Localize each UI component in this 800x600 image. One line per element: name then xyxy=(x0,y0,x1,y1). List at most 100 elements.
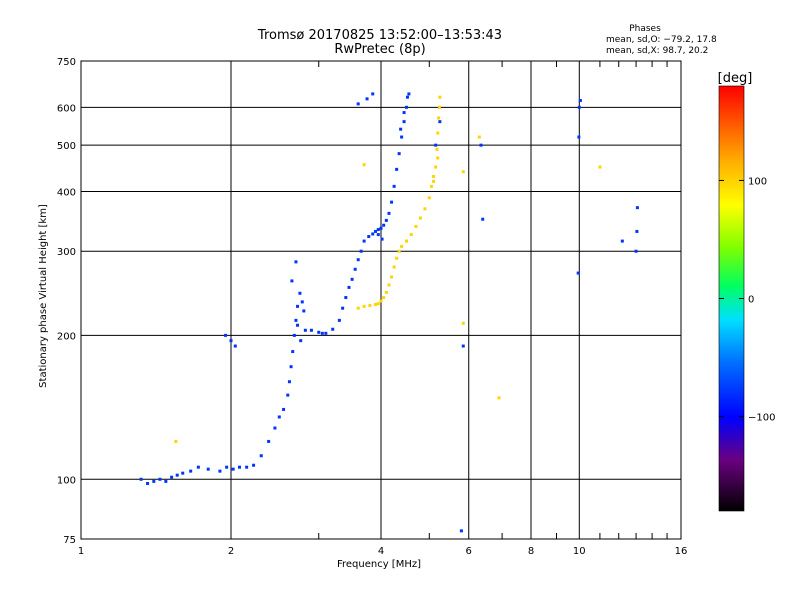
chart-subtitle: RwPretec (8p) xyxy=(334,42,425,57)
x-tick-label: 10 xyxy=(573,546,586,557)
o-mode-point xyxy=(289,365,293,369)
o-mode-point xyxy=(374,229,378,233)
o-mode-point xyxy=(298,291,302,295)
o-mode-point xyxy=(303,328,307,332)
x-tick-label: 8 xyxy=(528,546,534,557)
y-axis-label: Stationary phase Virtual Height [km] xyxy=(38,204,49,388)
o-mode-point xyxy=(481,217,485,221)
o-mode-point xyxy=(158,477,162,481)
x-mode-point xyxy=(418,216,422,220)
grid-lines xyxy=(81,61,681,539)
o-mode-point xyxy=(635,206,639,210)
x-mode-point xyxy=(461,321,465,325)
o-mode-point xyxy=(344,296,348,300)
o-mode-point xyxy=(224,333,228,337)
o-mode-point xyxy=(407,92,411,96)
colorbar-label: [deg] xyxy=(718,71,753,86)
o-mode-point xyxy=(405,95,409,99)
o-mode-point xyxy=(252,463,256,467)
x-mode-point xyxy=(379,299,383,303)
o-mode-point xyxy=(434,143,438,147)
o-mode-point xyxy=(402,120,406,124)
o-mode-point xyxy=(382,223,386,227)
o-mode-point xyxy=(181,471,185,475)
o-mode-point xyxy=(189,469,193,473)
x-mode-point xyxy=(437,105,441,109)
x-tick-label: 2 xyxy=(228,546,234,557)
minor-ticks xyxy=(318,61,668,539)
o-mode-point xyxy=(139,477,143,481)
o-mode-point xyxy=(397,152,401,156)
x-mode-point xyxy=(376,302,380,306)
data-points xyxy=(139,92,639,533)
x-mode-point xyxy=(435,147,439,151)
o-mode-point xyxy=(376,228,380,232)
x-mode-point xyxy=(390,275,394,279)
x-mode-point xyxy=(477,135,481,139)
colorbar-tick-label: 100 xyxy=(748,176,767,187)
o-mode-point xyxy=(387,211,391,215)
o-mode-point xyxy=(337,318,341,322)
colorbar-tick-label: 0 xyxy=(748,295,754,306)
y-tick-label: 750 xyxy=(57,57,76,68)
x-mode-point xyxy=(414,224,418,228)
x-tick-label: 1 xyxy=(78,546,84,557)
colorbar-ticks: −100 0 100 xyxy=(719,176,775,424)
o-mode-point xyxy=(577,105,581,109)
o-mode-point xyxy=(299,339,303,343)
o-mode-point xyxy=(459,529,463,533)
o-mode-point xyxy=(245,465,249,469)
x-mode-point xyxy=(174,439,178,443)
phases-title: Phases xyxy=(629,24,661,34)
x-tick-label: 6 xyxy=(466,546,472,557)
o-mode-point xyxy=(218,469,222,473)
o-mode-point xyxy=(356,102,360,106)
phase-stats-x: mean, sd,X: 98.7, 20.2 xyxy=(606,46,708,56)
x-mode-point xyxy=(432,174,436,178)
x-mode-point xyxy=(436,156,440,160)
o-mode-point xyxy=(365,97,369,101)
x-axis-label: Frequency [MHz] xyxy=(337,559,421,570)
x-mode-point xyxy=(362,304,366,308)
o-mode-point xyxy=(267,439,271,443)
o-mode-point xyxy=(286,393,290,397)
o-mode-point xyxy=(371,92,375,96)
y-tick-label: 500 xyxy=(57,141,76,152)
x-tick-labels: 1 2 4 6 8 10 16 xyxy=(78,546,688,557)
y-tick-labels: 75 100 200 300 400 500 600 750 xyxy=(57,57,76,546)
o-mode-point xyxy=(635,229,639,233)
x-mode-point xyxy=(384,290,388,294)
o-mode-point xyxy=(331,327,335,331)
x-mode-point xyxy=(374,303,378,307)
o-mode-point xyxy=(164,479,168,483)
o-mode-point xyxy=(402,111,406,115)
plot-frame xyxy=(80,60,682,540)
o-mode-point xyxy=(384,218,388,222)
y-tick-label: 600 xyxy=(57,103,76,114)
x-mode-point xyxy=(387,283,391,287)
o-mode-point xyxy=(300,300,304,304)
x-mode-point xyxy=(461,170,465,174)
colorbar-tick-label: −100 xyxy=(748,413,775,424)
o-mode-point xyxy=(277,415,281,419)
o-mode-point xyxy=(296,323,300,327)
o-mode-point xyxy=(292,333,296,337)
o-mode-point xyxy=(320,331,324,335)
x-mode-point xyxy=(397,249,401,253)
o-mode-point xyxy=(400,135,404,139)
o-mode-point xyxy=(353,267,357,271)
x-mode-point xyxy=(434,165,438,169)
o-mode-point xyxy=(296,304,300,308)
o-mode-point xyxy=(152,479,156,483)
o-mode-point xyxy=(395,167,399,171)
o-mode-point xyxy=(225,465,229,469)
x-mode-point xyxy=(432,179,436,183)
o-mode-point xyxy=(294,318,298,322)
x-mode-point xyxy=(362,163,366,167)
o-mode-point xyxy=(294,260,298,264)
o-mode-point xyxy=(170,475,174,479)
x-mode-point xyxy=(382,296,386,300)
x-mode-point xyxy=(497,396,501,400)
o-mode-point xyxy=(577,135,581,139)
o-mode-point xyxy=(479,143,483,147)
